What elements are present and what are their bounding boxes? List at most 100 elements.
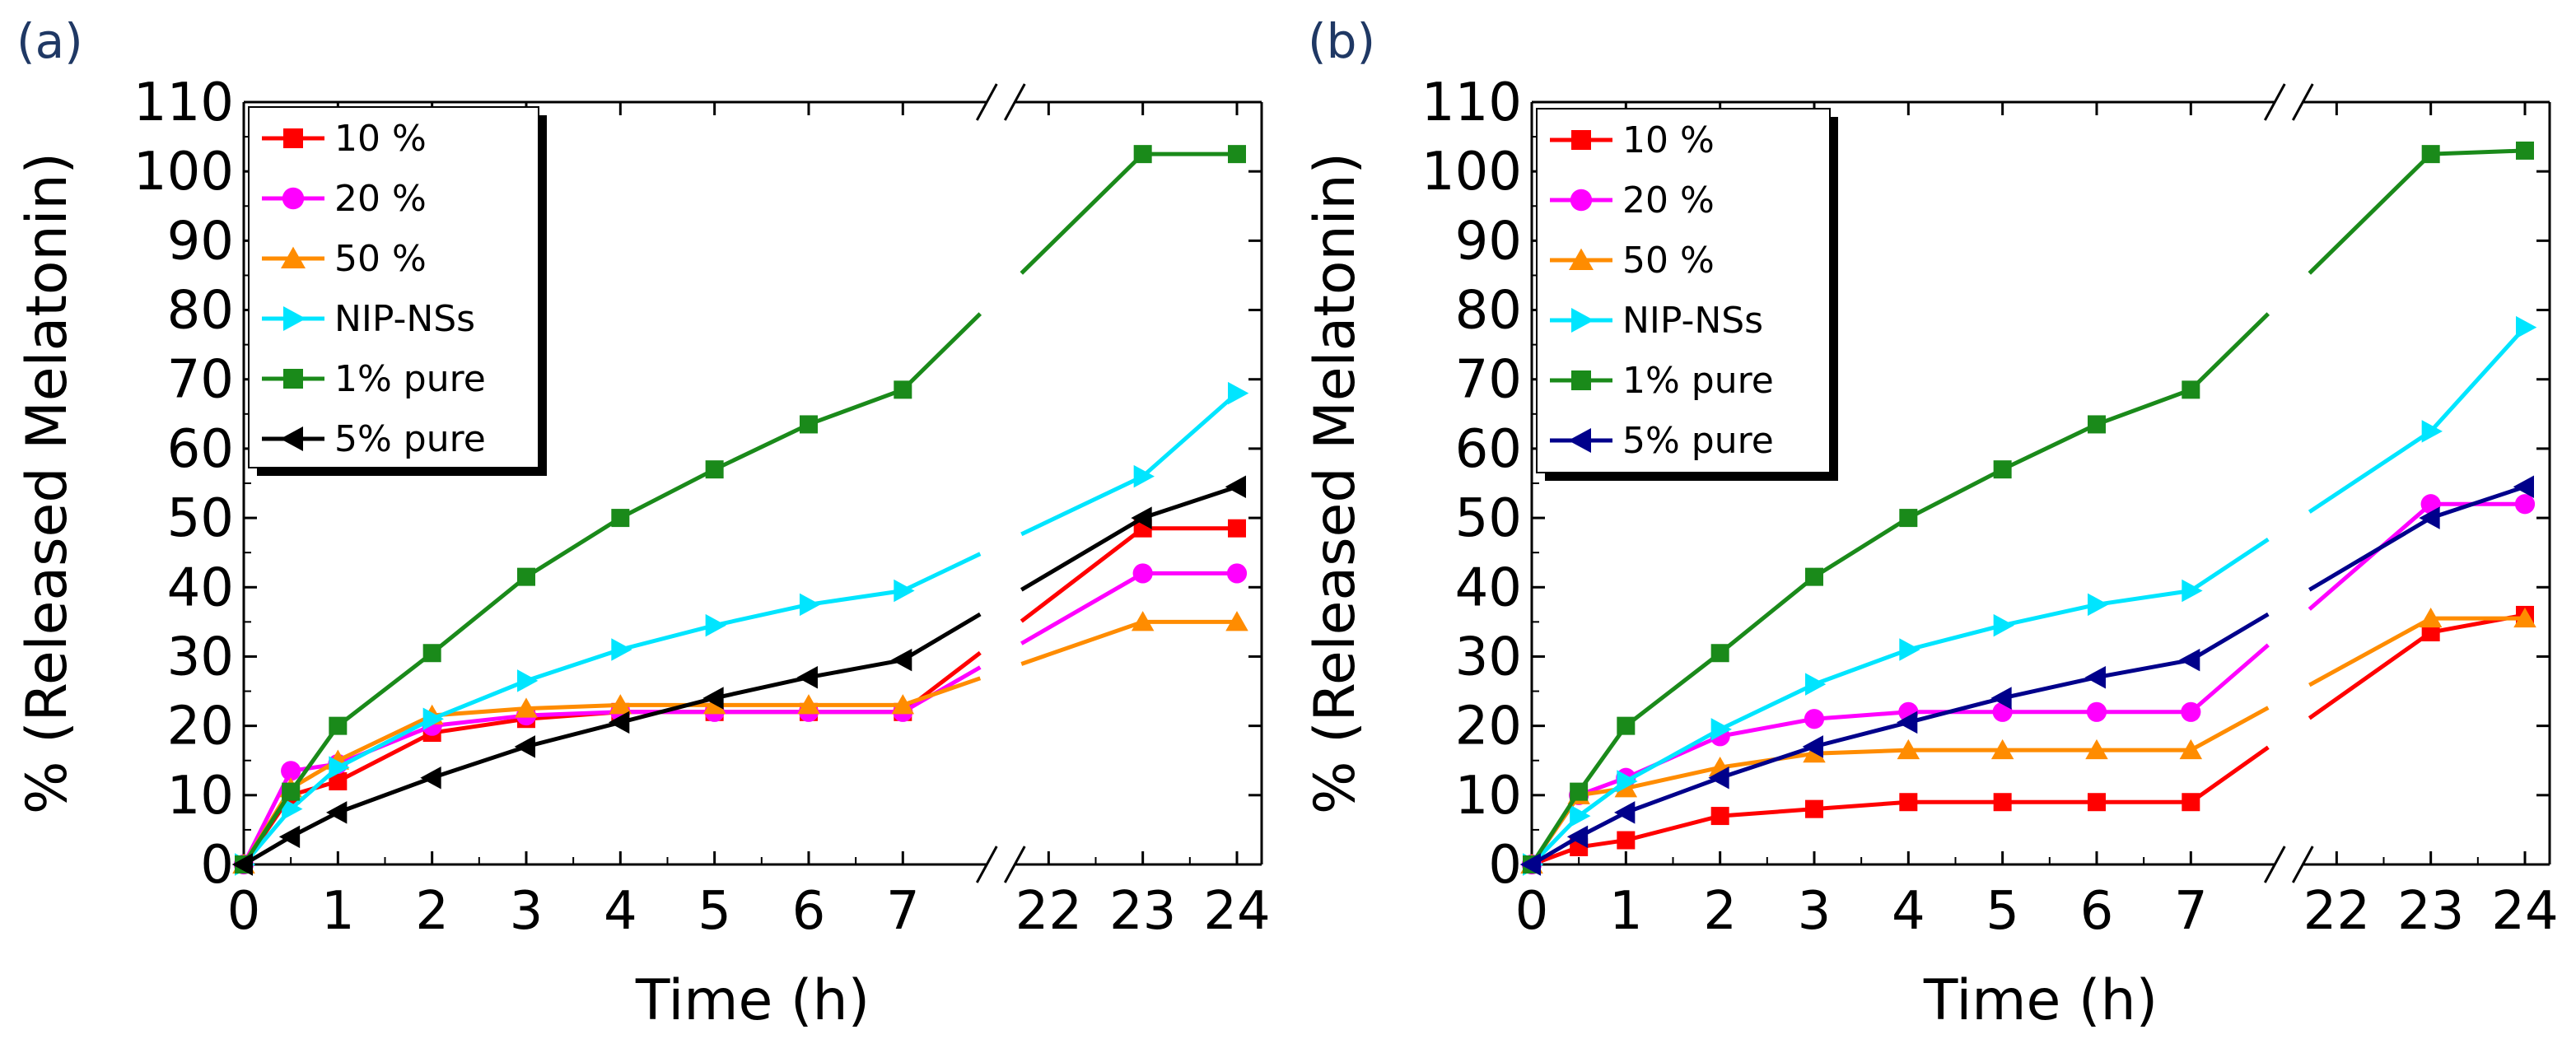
data-point-10	[1710, 807, 1729, 826]
legend-marker	[1570, 189, 1593, 212]
data-point-nip-nss	[1804, 673, 1827, 696]
data-point-1-pure	[422, 644, 441, 663]
data-point-1-pure	[1617, 716, 1636, 735]
y-tick-label: 90	[1455, 211, 1522, 272]
data-point-20	[1226, 563, 1248, 584]
series-10	[235, 519, 1246, 874]
data-point-nip-nss	[329, 756, 350, 779]
legend-item-1-pure: 1% pure	[1550, 360, 1774, 402]
series-bridge-nip-nss	[902, 552, 982, 593]
series-line-5-pure	[2429, 484, 2526, 520]
data-point-5-pure	[2513, 475, 2534, 498]
data-point-1-pure	[2421, 145, 2440, 164]
series-bridge-1-pure	[2189, 312, 2270, 392]
data-point-50	[1131, 611, 1155, 631]
data-point-5-pure	[1225, 475, 1246, 498]
data-point-50	[1225, 611, 1248, 631]
series-bridge-5-pure	[1020, 515, 1144, 592]
series-bridge-nip-nss	[1020, 474, 1144, 537]
data-point-nip-nss	[705, 613, 726, 637]
y-tick-label: 10	[167, 766, 234, 827]
series-bridge-50	[2190, 706, 2270, 752]
data-point-1-pure	[1570, 782, 1589, 801]
data-point-50	[797, 694, 820, 715]
data-point-50	[891, 694, 915, 715]
data-point-5-pure	[2084, 665, 2106, 689]
x-axis-label: Time (h)	[635, 968, 870, 1033]
series-5-pure	[1519, 475, 2534, 876]
data-point-50	[1990, 738, 2014, 760]
legend-marker	[283, 306, 306, 331]
legend-marker	[283, 369, 303, 389]
data-point-1-pure	[2087, 415, 2106, 434]
panel-label: (b)	[1308, 13, 1375, 69]
data-point-1-pure	[1804, 567, 1823, 586]
series-bridge-10	[2308, 630, 2433, 720]
legend-box	[1536, 108, 1831, 473]
y-tick-label: 70	[1455, 350, 1522, 411]
y-axis-label: % (Released Melatonin)	[1303, 152, 1368, 814]
x-tick-label: 1	[321, 881, 355, 942]
legend-item-10: 10 %	[1550, 119, 1715, 161]
data-point-1-pure	[1228, 145, 1246, 164]
x-tick-label: 0	[227, 881, 261, 942]
data-point-5-pure	[1990, 687, 2012, 710]
axis-break-mark	[2291, 83, 2314, 121]
legend-label: NIP-NSs	[1622, 300, 1763, 342]
y-tick-label: 10	[1455, 766, 1522, 827]
data-point-5-pure	[702, 687, 724, 710]
data-point-1-pure	[1993, 460, 2012, 479]
y-tick-label: 20	[167, 697, 234, 757]
data-point-nip-nss	[422, 707, 444, 730]
data-point-50	[515, 697, 538, 718]
data-point-nip-nss	[2182, 579, 2203, 603]
series-1-pure	[1523, 141, 2534, 874]
y-tick-label: 30	[167, 627, 234, 687]
data-point-1-pure	[2516, 141, 2534, 160]
data-point-20	[1804, 709, 1825, 729]
x-tick-label: 0	[1515, 881, 1549, 942]
data-point-20	[2181, 701, 2201, 722]
data-point-20	[1132, 563, 1153, 584]
data-point-1-pure	[516, 567, 535, 586]
x-tick-label: 6	[2080, 881, 2114, 942]
x-tick-label: 22	[2303, 881, 2370, 942]
axis-break-mark	[2263, 83, 2286, 121]
data-point-5-pure	[1708, 766, 1729, 790]
y-tick-label: 20	[1455, 697, 1522, 757]
x-tick-label: 6	[792, 881, 826, 942]
data-point-5-pure	[1566, 825, 1589, 849]
series-bridge-1-pure	[2308, 152, 2433, 275]
legend-item-50: 50 %	[1550, 240, 1715, 282]
series-line-nip-nss	[2429, 325, 2527, 433]
data-point-5-pure	[326, 801, 348, 824]
data-point-nip-nss	[1710, 718, 1732, 741]
data-point-5-pure	[231, 853, 253, 876]
data-point-1-pure	[611, 509, 630, 528]
data-point-10	[1899, 793, 1918, 812]
x-tick-label: 2	[1703, 881, 1737, 942]
series-50	[1520, 607, 2536, 874]
data-point-nip-nss	[611, 638, 632, 661]
series-bridge-nip-nss	[2308, 429, 2433, 514]
data-point-1-pure	[894, 380, 912, 399]
data-point-5-pure	[1802, 735, 1823, 758]
data-point-1-pure	[1710, 644, 1729, 663]
y-tick-label: 30	[1455, 627, 1522, 687]
legend-item-20: 20 %	[262, 178, 427, 220]
series-10	[1523, 605, 2534, 874]
legend-marker	[281, 246, 306, 268]
data-point-1-pure	[2182, 380, 2200, 399]
x-tick-label: 24	[1203, 881, 1270, 942]
data-point-5-pure	[420, 766, 441, 790]
legend-label: 10 %	[1622, 119, 1715, 161]
data-point-5-pure	[514, 735, 535, 758]
data-point-10	[2182, 793, 2200, 812]
data-point-1-pure	[1899, 509, 1918, 528]
x-axis-label: Time (h)	[1923, 968, 2158, 1033]
legend-label: 20 %	[334, 178, 427, 220]
y-tick-label: 60	[1455, 419, 1522, 480]
y-tick-label: 50	[1455, 488, 1522, 549]
legend-label: 20 %	[1622, 179, 1715, 221]
y-tick-label: 80	[1455, 281, 1522, 342]
